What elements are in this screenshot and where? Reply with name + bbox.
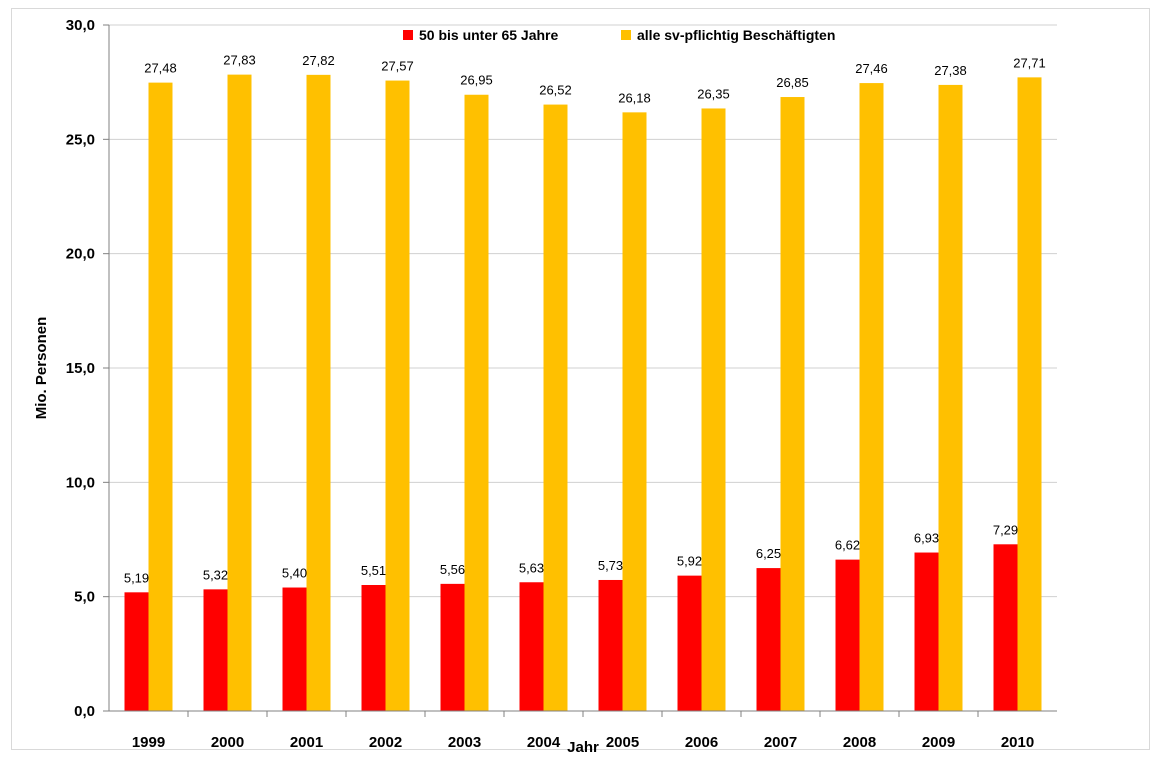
x-tick-label: 2005	[606, 734, 639, 751]
x-tick-label: 2000	[211, 734, 244, 751]
bar-series-1-2006	[677, 575, 702, 711]
x-axis-ticks: 1999 2000 2001 2002 2003 2004 2005 2006 2007 2008…	[132, 711, 1034, 751]
bar-series-2-2010	[1017, 77, 1042, 711]
bar-series-1-2004	[519, 582, 544, 711]
bar-series-1-2003	[440, 583, 465, 711]
data-label-series-2-2006: 26,35	[697, 86, 730, 101]
data-label-series-1-1999: 5,19	[124, 570, 149, 585]
x-tick-label: 2008	[843, 734, 876, 751]
bar-series-1-2000	[203, 589, 228, 711]
data-label-series-2-2001: 27,82	[302, 53, 335, 68]
data-label-series-2-2009: 27,38	[934, 63, 967, 78]
bar-series-1-2007	[756, 568, 781, 711]
x-tick-label: 2009	[922, 734, 955, 751]
bar-series-1-2009	[914, 552, 939, 711]
bar-series-2-2009	[938, 84, 963, 712]
x-tick-label: 2010	[1001, 734, 1034, 751]
data-label-series-2-2003: 26,95	[460, 73, 493, 88]
x-tick-label: 2004	[527, 734, 561, 751]
y-tick-label: 15,0	[66, 360, 95, 377]
legend-label-series-1: 50 bis unter 65 Jahre	[419, 27, 559, 43]
bar-series-2-2005	[622, 112, 647, 712]
y-tick-label: 20,0	[66, 246, 95, 263]
bar-series-2-2007	[780, 97, 805, 711]
data-label-series-2-2002: 27,57	[381, 59, 414, 74]
data-label-series-1-2010: 7,29	[993, 522, 1018, 537]
bar-series-2-2000	[227, 74, 252, 711]
data-label-series-2-2000: 27,83	[223, 53, 256, 68]
data-label-series-1-2004: 5,63	[519, 560, 544, 575]
bar-series-2-2008	[859, 83, 884, 711]
data-label-series-1-2001: 5,40	[282, 566, 307, 581]
data-label-series-1-2007: 6,25	[756, 546, 781, 561]
y-tick-label: 25,0	[66, 131, 95, 148]
data-label-series-2-2010: 27,71	[1013, 55, 1046, 70]
data-label-series-1-2005: 5,73	[598, 558, 623, 573]
y-axis-ticks: 0,0 5,0 10,0 15,0 20,0 25,0 30,0	[66, 17, 109, 720]
legend: 50 bis unter 65 Jahre alle sv-pflichtig …	[403, 27, 835, 43]
data-label-series-1-2009: 6,93	[914, 531, 939, 546]
x-tick-label: 2002	[369, 734, 402, 751]
data-label-series-2-2007: 26,85	[776, 75, 809, 90]
bar-series-1-1999	[124, 592, 149, 711]
bar-series-2-2004	[543, 104, 568, 712]
data-label-series-1-2002: 5,51	[361, 563, 386, 578]
y-tick-label: 10,0	[66, 474, 95, 491]
y-tick-label: 0,0	[74, 703, 95, 720]
bar-series-2-2002	[385, 80, 410, 712]
bar-series-2-2003	[464, 94, 489, 711]
data-label-series-1-2008: 6,62	[835, 538, 860, 553]
legend-swatch-series-2	[621, 30, 631, 40]
gridlines	[109, 24, 1057, 598]
data-label-series-2-1999: 27,48	[144, 61, 177, 76]
data-label-series-2-2005: 26,18	[618, 90, 651, 105]
data-labels: 5,19 27,48 5,32 27,83 5,40 27,82 5,51 27,57 5,56…	[124, 53, 1046, 586]
bars	[124, 74, 1042, 712]
chart-frame	[11, 8, 1150, 750]
bar-series-1-2001	[282, 587, 307, 711]
bar-series-2-2001	[306, 74, 331, 711]
data-label-series-1-2006: 5,92	[677, 554, 702, 569]
x-tick-label: 2003	[448, 734, 481, 751]
y-axis-title: Mio. Personen	[33, 317, 50, 420]
data-label-series-2-2004: 26,52	[539, 83, 572, 98]
bar-series-2-1999	[148, 82, 173, 711]
bar-series-1-2010	[993, 544, 1018, 711]
data-label-series-2-2008: 27,46	[855, 61, 888, 76]
x-tick-label: 2006	[685, 734, 718, 751]
y-tick-label: 5,0	[74, 589, 95, 606]
x-tick-label: 2001	[290, 734, 323, 751]
legend-swatch-series-1	[403, 30, 413, 40]
x-tick-label: 2007	[764, 734, 797, 751]
bar-series-2-2006	[701, 108, 726, 712]
bar-series-1-2002	[361, 585, 386, 711]
data-label-series-1-2003: 5,56	[440, 562, 465, 577]
x-axis-title: Jahr	[567, 739, 599, 756]
data-label-series-1-2000: 5,32	[203, 567, 228, 582]
legend-label-series-2: alle sv-pflichtig Beschäftigten	[637, 27, 835, 43]
bar-series-1-2008	[835, 559, 860, 711]
bar-series-1-2005	[598, 579, 623, 711]
y-tick-label: 30,0	[66, 17, 95, 34]
x-tick-label: 1999	[132, 734, 165, 751]
